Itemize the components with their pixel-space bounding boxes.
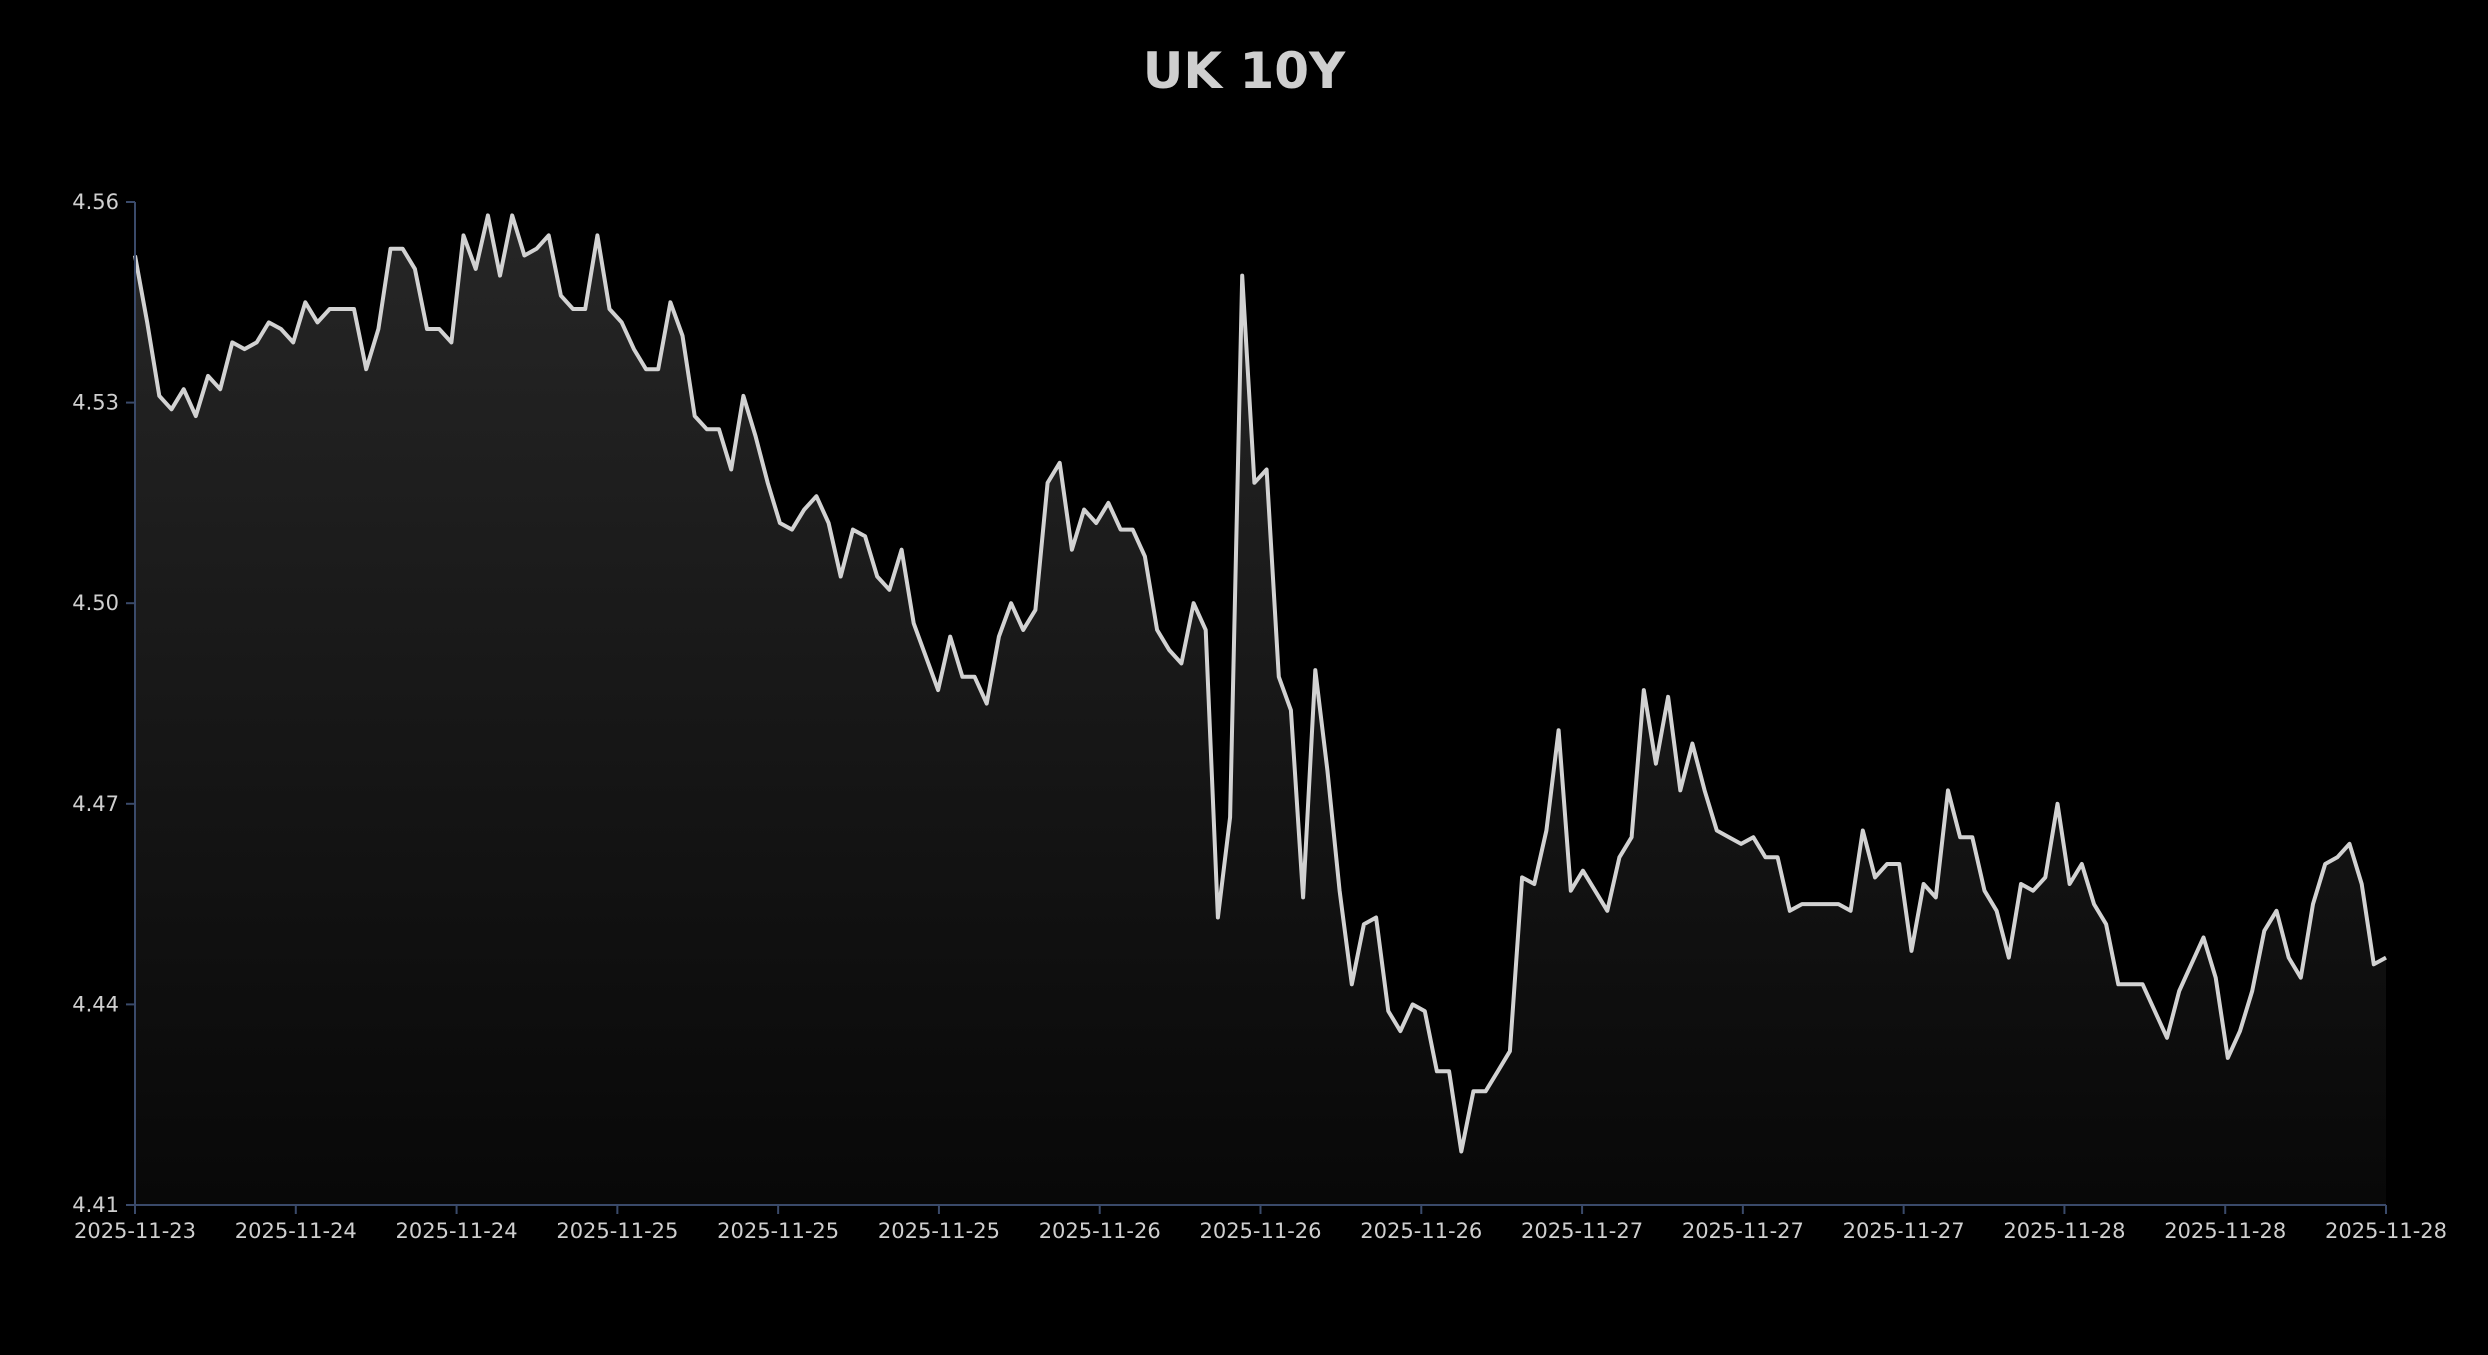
x-tick-label: 2025-11-28 xyxy=(2325,1219,2447,1243)
x-tick-label: 2025-11-28 xyxy=(2164,1219,2286,1243)
y-tick-label: 4.50 xyxy=(72,591,119,615)
x-tick-label: 2025-11-25 xyxy=(556,1219,678,1243)
series-line xyxy=(133,213,2387,1154)
x-tick-label: 2025-11-26 xyxy=(1360,1219,1482,1243)
x-tick-label: 2025-11-25 xyxy=(717,1219,839,1243)
series-area-fill xyxy=(135,215,2386,1205)
x-tick-label: 2025-11-23 xyxy=(74,1219,196,1243)
x-tick-label: 2025-11-25 xyxy=(878,1219,1000,1243)
plot-area xyxy=(133,213,2387,1205)
x-tick-label: 2025-11-28 xyxy=(2003,1219,2125,1243)
x-tick-label: 2025-11-24 xyxy=(235,1219,357,1243)
x-tick-label: 2025-11-24 xyxy=(396,1219,518,1243)
x-tick-label: 2025-11-27 xyxy=(1682,1219,1804,1243)
x-tick-label: 2025-11-26 xyxy=(1199,1219,1321,1243)
x-tick-label: 2025-11-27 xyxy=(1843,1219,1965,1243)
y-tick-label: 4.41 xyxy=(72,1193,119,1217)
x-tick-label: 2025-11-27 xyxy=(1521,1219,1643,1243)
chart-title: UK 10Y xyxy=(1143,42,1346,100)
y-tick-label: 4.53 xyxy=(72,391,119,415)
y-tick-label: 4.56 xyxy=(72,190,119,214)
x-tick-label: 2025-11-26 xyxy=(1039,1219,1161,1243)
axes: 4.41 4.44 4.47 4.50 4.53 4.56 2025-11-23 2025-1… xyxy=(72,190,2447,1243)
y-tick-label: 4.44 xyxy=(72,992,119,1016)
y-tick-label: 4.47 xyxy=(72,792,119,816)
